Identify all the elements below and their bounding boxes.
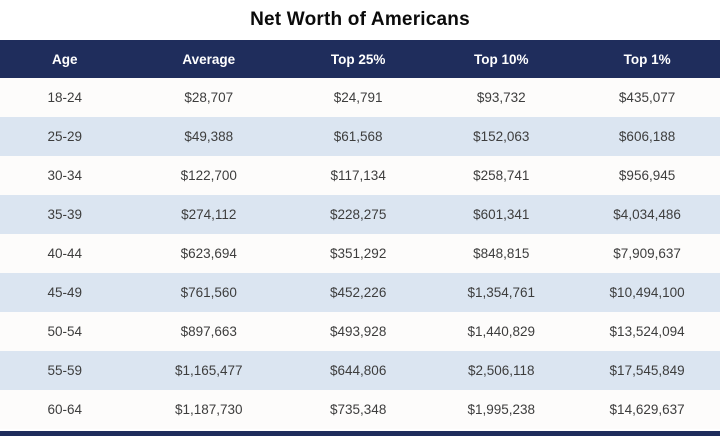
top10-cell: $1,354,761: [467, 285, 536, 300]
average-cell: $897,663: [180, 324, 237, 339]
top25-cell: $452,226: [330, 285, 387, 300]
average-cell: $1,187,730: [175, 402, 243, 417]
top25-cell: $117,134: [330, 168, 386, 183]
top25-cell: $644,806: [330, 363, 387, 378]
top1-cell: $435,077: [618, 90, 676, 105]
networth-table: Age Average Top 25% Top 10% Top 1% 18-24…: [0, 40, 720, 429]
average-cell: $28,707: [184, 90, 234, 105]
age-cell: 18-24: [47, 90, 83, 105]
table-row: 40-44 $623,694 $351,292 $848,815 $7,909,637: [0, 234, 720, 273]
top25-cell: $228,275: [330, 207, 387, 222]
age-cell: 50-54: [47, 324, 83, 339]
top1-cell: $956,945: [618, 168, 676, 183]
top10-cell: $93,732: [476, 90, 526, 105]
table-body: 18-24 $28,707 $24,791 $93,732 $435,077 25-29 $…: [0, 78, 720, 429]
top10-cell: $601,341: [473, 207, 530, 222]
age-cell: 35-39: [47, 207, 83, 222]
average-cell: $49,388: [184, 129, 234, 144]
table-row: 45-49 $761,560 $452,226 $1,354,761 $10,494,1…: [0, 273, 720, 312]
bottom-divider-bar: [0, 431, 720, 436]
age-cell: 55-59: [47, 363, 83, 378]
top25-cell: $735,348: [330, 402, 387, 417]
table-row: 18-24 $28,707 $24,791 $93,732 $435,077: [0, 78, 720, 117]
table-row: 60-64 $1,187,730 $735,348 $1,995,238 $14,629…: [0, 390, 720, 429]
top25-cell: $24,791: [333, 90, 383, 105]
column-header-average: Average: [129, 40, 288, 78]
top1-cell: $14,629,637: [609, 402, 685, 417]
age-cell: 25-29: [47, 129, 83, 144]
table-row: 55-59 $1,165,477 $644,806 $2,506,118 $17,545…: [0, 351, 720, 390]
top25-cell: $493,928: [330, 324, 387, 339]
column-header-age: Age: [0, 40, 130, 78]
top1-cell: $606,188: [618, 129, 676, 144]
table-header: Age Average Top 25% Top 10% Top 1%: [0, 40, 720, 78]
table-row: 25-29 $49,388 $61,568 $152,063 $606,188: [0, 117, 720, 156]
age-cell: 45-49: [47, 285, 83, 300]
top25-cell: $351,292: [330, 246, 387, 261]
average-cell: $1,165,477: [175, 363, 243, 378]
top10-cell: $258,741: [473, 168, 530, 183]
top10-cell: $152,063: [473, 129, 530, 144]
top1-cell: $13,524,094: [609, 324, 685, 339]
top10-cell: $1,440,829: [467, 324, 536, 339]
top10-cell: $848,815: [473, 246, 530, 261]
table-row: 50-54 $897,663 $493,928 $1,440,829 $13,524,0…: [0, 312, 720, 351]
top1-cell: $7,909,637: [613, 246, 681, 261]
column-header-top10: Top 10%: [428, 40, 575, 78]
top1-cell: $4,034,486: [613, 207, 681, 222]
age-cell: 60-64: [47, 402, 83, 417]
age-cell: 30-34: [47, 168, 83, 183]
column-header-top25: Top 25%: [287, 40, 429, 78]
top10-cell: $1,995,238: [467, 402, 536, 417]
header-row: Age Average Top 25% Top 10% Top 1%: [0, 40, 720, 78]
top1-cell: $17,545,849: [609, 363, 685, 378]
top25-cell: $61,568: [333, 129, 383, 144]
column-header-top1: Top 1%: [574, 40, 720, 78]
top1-cell: $10,494,100: [609, 285, 685, 300]
average-cell: $761,560: [180, 285, 237, 300]
average-cell: $122,700: [180, 168, 237, 183]
average-cell: $274,112: [181, 207, 237, 222]
table-row: 30-34 $122,700 $117,134 $258,741 $956,945: [0, 156, 720, 195]
page-title: Net Worth of Americans: [250, 9, 470, 30]
age-cell: 40-44: [47, 246, 83, 261]
table-row: 35-39 $274,112 $228,275 $601,341 $4,034,486: [0, 195, 720, 234]
top10-cell: $2,506,118: [467, 363, 535, 378]
average-cell: $623,694: [180, 246, 237, 261]
